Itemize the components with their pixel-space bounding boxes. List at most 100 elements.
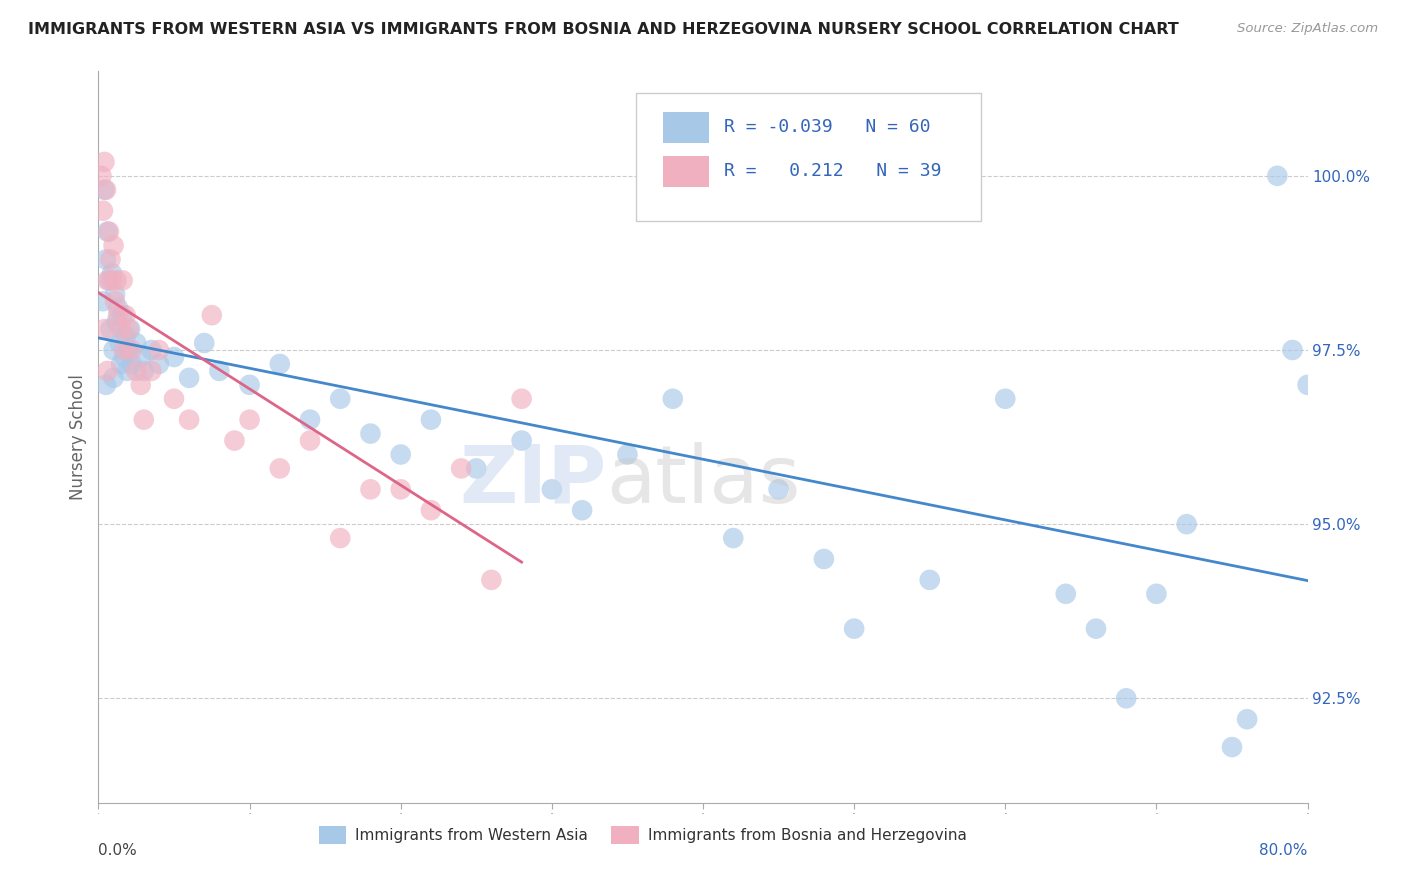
Point <box>103 238 125 252</box>
Point <box>90 169 112 183</box>
Point <box>329 392 352 406</box>
Text: ZIP: ZIP <box>458 442 606 520</box>
Y-axis label: Nursery School: Nursery School <box>69 374 87 500</box>
Point <box>120 322 142 336</box>
Point <box>94 252 117 267</box>
Point <box>132 412 155 426</box>
Point <box>661 392 683 406</box>
Text: R = -0.039   N = 60: R = -0.039 N = 60 <box>724 118 931 136</box>
Point <box>93 183 115 197</box>
Point <box>450 461 472 475</box>
Point <box>105 315 128 329</box>
Point <box>100 252 122 267</box>
Point <box>329 531 352 545</box>
Point <box>118 322 141 336</box>
Point <box>94 183 117 197</box>
Point <box>103 343 125 357</box>
Point <box>98 225 121 239</box>
Point <box>1146 587 1168 601</box>
Point <box>91 203 114 218</box>
Point <box>111 308 134 322</box>
Bar <box>664 112 709 143</box>
Point <box>93 155 115 169</box>
Point <box>239 412 262 426</box>
Point <box>360 483 382 497</box>
Point <box>104 294 127 309</box>
Point <box>420 412 443 426</box>
Point <box>132 364 155 378</box>
Point <box>141 343 163 357</box>
Point <box>994 392 1017 406</box>
Point <box>148 343 170 357</box>
Point <box>299 434 322 448</box>
Point <box>239 377 262 392</box>
Legend: Immigrants from Western Asia, Immigrants from Bosnia and Herzegovina: Immigrants from Western Asia, Immigrants… <box>312 820 973 850</box>
Point <box>104 287 127 301</box>
Point <box>208 364 231 378</box>
Point <box>129 377 152 392</box>
Point <box>1175 517 1198 532</box>
Text: 80.0%: 80.0% <box>1260 843 1308 858</box>
Point <box>269 357 291 371</box>
Point <box>389 448 412 462</box>
Point <box>114 329 136 343</box>
Point <box>141 364 163 378</box>
Point <box>112 343 135 357</box>
Point <box>94 377 117 392</box>
Point <box>101 266 124 280</box>
Point <box>96 225 118 239</box>
Text: Source: ZipAtlas.com: Source: ZipAtlas.com <box>1237 22 1378 36</box>
Text: R =   0.212   N = 39: R = 0.212 N = 39 <box>724 161 941 180</box>
Point <box>465 461 488 475</box>
Point <box>510 392 533 406</box>
Point <box>540 483 562 497</box>
Point <box>299 412 322 426</box>
Point <box>110 322 132 336</box>
Point <box>121 343 143 357</box>
Point <box>201 308 224 322</box>
Point <box>1085 622 1108 636</box>
Point <box>269 461 291 475</box>
Point <box>420 503 443 517</box>
Point <box>125 364 148 378</box>
Point <box>107 308 129 322</box>
Point <box>105 273 128 287</box>
Point <box>129 350 152 364</box>
Point <box>1236 712 1258 726</box>
Point <box>115 364 138 378</box>
Point <box>1220 740 1243 755</box>
Point <box>110 357 132 371</box>
Point <box>224 434 246 448</box>
Text: atlas: atlas <box>606 442 800 520</box>
Point <box>1054 587 1077 601</box>
Bar <box>664 156 709 187</box>
Point <box>111 273 134 287</box>
Point <box>125 336 148 351</box>
Point <box>112 350 135 364</box>
Point <box>918 573 941 587</box>
FancyBboxPatch shape <box>637 94 981 221</box>
Point <box>103 371 125 385</box>
Point <box>481 573 503 587</box>
Point <box>1281 343 1303 357</box>
Point <box>100 322 122 336</box>
Point <box>360 426 382 441</box>
Point <box>107 301 129 316</box>
Point <box>114 308 136 322</box>
Point <box>571 503 593 517</box>
Point <box>723 531 745 545</box>
Point <box>510 434 533 448</box>
Point <box>93 322 115 336</box>
Point <box>101 273 124 287</box>
Point <box>844 622 866 636</box>
Point <box>163 392 186 406</box>
Point <box>96 273 118 287</box>
Point <box>98 273 121 287</box>
Point <box>1296 377 1319 392</box>
Point <box>179 412 201 426</box>
Point <box>389 483 412 497</box>
Point <box>108 336 131 351</box>
Text: 0.0%: 0.0% <box>98 843 138 858</box>
Point <box>148 357 170 371</box>
Point <box>768 483 790 497</box>
